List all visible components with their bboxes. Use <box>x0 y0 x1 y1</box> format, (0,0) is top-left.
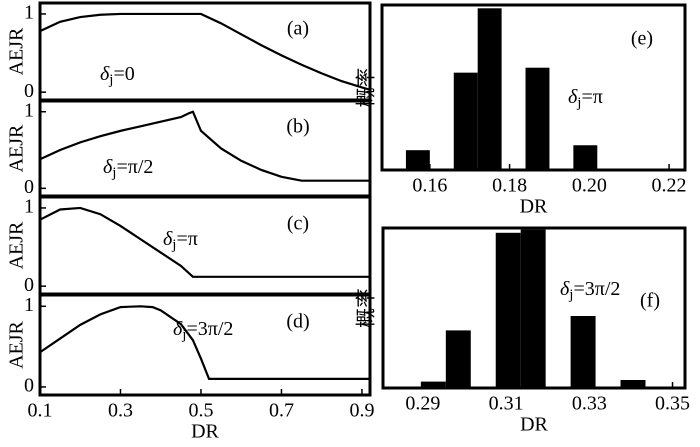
curve <box>39 12 371 91</box>
y-tick-label: 0 <box>24 176 34 198</box>
y-axis-label: AEJR <box>6 221 28 269</box>
y-tick-label: 0 <box>24 80 34 102</box>
annotation-text: =3π/2 <box>573 278 620 300</box>
y-tick-label: 1 <box>24 2 34 24</box>
x-axis-label: DR <box>191 421 219 443</box>
annotation-symbol: δ <box>100 63 110 85</box>
annotation-subscript: j <box>576 95 581 111</box>
bar <box>445 330 471 388</box>
y-tick-label: 1 <box>24 196 34 218</box>
bar <box>573 145 598 170</box>
annotation-symbol: δ <box>163 228 173 250</box>
annotation-text: =0 <box>113 63 134 85</box>
annotation-symbol: δ <box>560 278 570 300</box>
panel-label: (b) <box>286 116 309 138</box>
annotation: δj=π <box>568 86 603 112</box>
y-tick-label: 1 <box>24 99 34 121</box>
annotation-subscript: j <box>108 72 113 88</box>
plot-frame <box>381 226 687 390</box>
annotation: δj=0 <box>100 63 135 89</box>
x-tick-label: 0.9 <box>349 400 374 422</box>
x-axis-label: DR <box>520 196 548 218</box>
panel-label: (d) <box>286 311 309 333</box>
annotation-text: =π <box>176 228 197 250</box>
x-tick-label: 0.35 <box>655 393 690 415</box>
x-tick-label: 0.20 <box>572 175 607 197</box>
curve <box>39 206 370 278</box>
y-tick-label: 0 <box>24 375 34 397</box>
x-tick-label: 0.7 <box>269 400 294 422</box>
annotation-text: =π/2 <box>116 156 153 178</box>
y-axis-label: AEJR <box>6 124 28 172</box>
annotation-subscript: j <box>568 287 573 303</box>
y-axis-label: 概率 <box>355 68 378 108</box>
bar <box>453 72 478 170</box>
annotation-subscript: j <box>181 327 186 343</box>
x-tick-label: 0.18 <box>492 175 527 197</box>
y-tick-label: 0 <box>24 274 34 296</box>
plot-frame <box>380 3 687 172</box>
curve <box>39 305 370 380</box>
annotation-symbol: δ <box>568 86 578 108</box>
x-axis-label: DR <box>520 414 548 436</box>
annotation: δj=3π/2 <box>173 318 233 344</box>
annotation-text: =π <box>581 86 602 108</box>
annotation-subscript: j <box>111 165 116 181</box>
bar <box>420 381 446 388</box>
annotation: δj=π <box>163 228 198 254</box>
bar <box>405 150 430 170</box>
bar <box>570 316 596 388</box>
x-tick-label: 0.16 <box>412 175 447 197</box>
annotation: δj=π/2 <box>103 156 153 182</box>
y-tick-label: 1 <box>24 294 34 316</box>
annotation-text: =3π/2 <box>186 318 233 340</box>
y-axis-label: AEJR <box>6 320 28 368</box>
bar <box>525 67 550 170</box>
plot-frame <box>38 293 372 397</box>
bar <box>620 380 646 388</box>
plot-frame <box>38 1 372 102</box>
panel-label: (e) <box>631 28 653 50</box>
x-tick-label: 0.1 <box>28 400 53 422</box>
panel-label: (a) <box>287 18 309 40</box>
panel-label: (c) <box>287 213 309 235</box>
panel-label: (f) <box>640 290 660 312</box>
annotation-symbol: δ <box>103 156 113 178</box>
bar <box>495 232 521 388</box>
annotation: δj=3π/2 <box>560 278 620 304</box>
annotation-subscript: j <box>171 237 176 253</box>
bar <box>477 8 502 170</box>
curve <box>39 110 370 182</box>
x-tick-label: 0.5 <box>188 400 213 422</box>
x-tick-label: 0.33 <box>572 393 607 415</box>
annotation-symbol: δ <box>173 318 183 340</box>
x-tick-label: 0.29 <box>405 393 440 415</box>
y-axis-label: AEJR <box>6 27 28 75</box>
x-tick-label: 0.31 <box>489 393 524 415</box>
bar <box>520 229 546 388</box>
y-axis-label: 概率 <box>355 288 378 328</box>
x-tick-label: 0.3 <box>108 400 133 422</box>
x-tick-label: 0.22 <box>652 175 687 197</box>
